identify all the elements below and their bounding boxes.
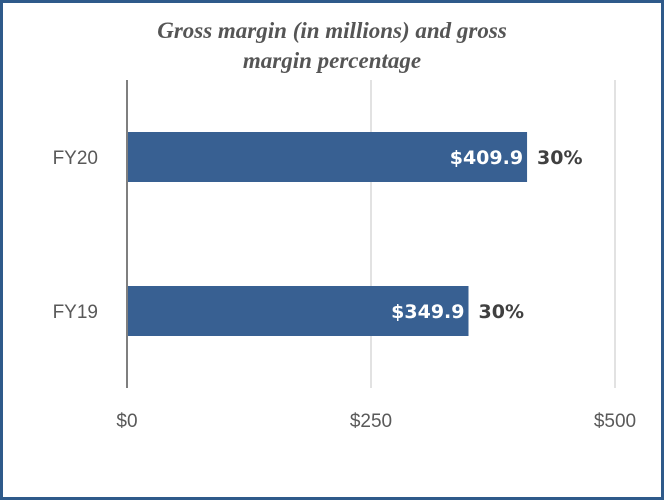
- percent-label-fy20: 30%: [537, 147, 582, 169]
- gridlines: [370, 80, 616, 388]
- category-labels: FY20 FY19: [53, 148, 98, 323]
- data-labels: $409.9 30% $349.9 30%: [391, 147, 582, 323]
- x-tick-label-1: $250: [350, 411, 392, 432]
- bar-value-label-fy20: $409.9: [450, 147, 523, 169]
- chart-title: Gross margin (in millions) and gross mar…: [0, 16, 664, 76]
- x-tick-labels: $0 $250 $500: [116, 411, 636, 432]
- x-tick-label-2: $500: [594, 411, 636, 432]
- bar-fy19: [127, 286, 469, 336]
- bar-value-label-fy19: $349.9: [391, 301, 464, 323]
- x-tick-label-0: $0: [116, 411, 137, 432]
- chart-title-line-1: Gross margin (in millions) and gross: [157, 18, 507, 43]
- chart-title-line-2: margin percentage: [242, 48, 422, 73]
- bar-fy20: [127, 132, 528, 182]
- category-label-fy20: FY20: [53, 148, 98, 169]
- percent-label-fy19: 30%: [479, 301, 524, 323]
- bars: [127, 132, 528, 336]
- category-label-fy19: FY19: [53, 302, 98, 323]
